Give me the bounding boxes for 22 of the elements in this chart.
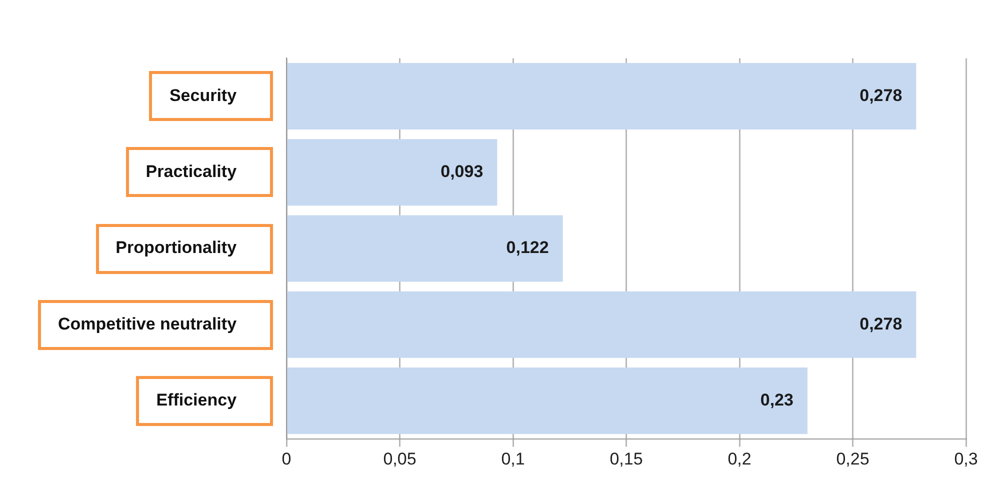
data-label: 0,093 [440, 162, 484, 182]
x-tick-label: 0,05 [383, 450, 416, 469]
data-label: 0,122 [506, 238, 549, 258]
x-tick-label: 0,3 [954, 450, 978, 469]
y-tick-label: Security [169, 86, 238, 105]
y-tick-label: Competitive neutrality [58, 314, 238, 334]
x-tick-label: 0,15 [610, 450, 643, 469]
y-tick-label: Proportionality [116, 238, 238, 258]
x-tick-label: 0 [282, 450, 292, 469]
x-tick-label: 0,25 [836, 450, 870, 469]
bar [287, 367, 808, 434]
bar [287, 62, 916, 130]
bar [287, 215, 563, 282]
y-tick-label: Practicality [146, 162, 238, 182]
data-label: 0,278 [860, 314, 902, 334]
bar [287, 139, 498, 206]
x-tick-label: 0,1 [501, 450, 525, 469]
y-tick-label: Efficiency [156, 390, 238, 410]
data-label: 0,23 [760, 390, 794, 410]
bar [287, 291, 916, 358]
x-tick-label: 0,2 [728, 450, 752, 469]
data-label: 0,278 [860, 86, 902, 105]
